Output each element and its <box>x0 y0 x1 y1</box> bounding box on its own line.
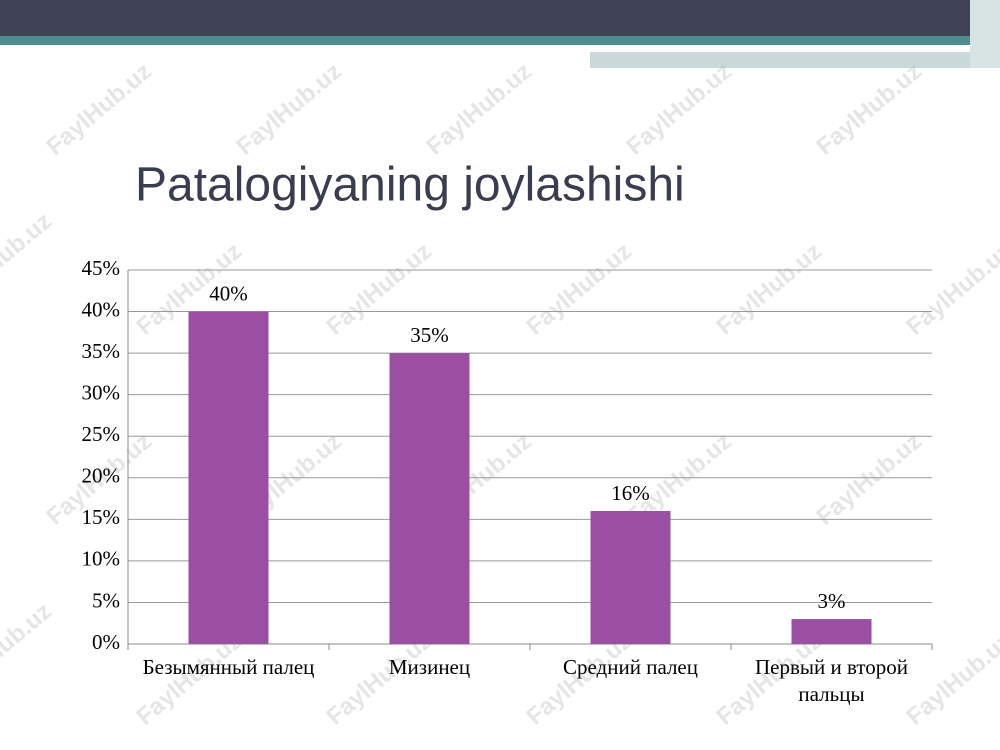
y-tick-label: 10% <box>82 547 121 571</box>
top-band <box>0 0 1000 36</box>
plot: 0% 5% 10% 15% 20% 25% 30% 35% 40% 45% 40% 35% 16% 3% <box>82 256 933 654</box>
y-tick-label: 40% <box>82 297 121 321</box>
y-tick-label: 30% <box>82 380 121 404</box>
top-stripe <box>0 36 1000 45</box>
y-tick-label: 45% <box>82 256 121 280</box>
bar <box>389 353 470 644</box>
x-tick-label: Средний палец <box>563 655 698 679</box>
x-tick-label: Безымянный палец <box>142 655 315 679</box>
bar <box>188 311 269 644</box>
y-tick-label: 20% <box>82 464 121 488</box>
watermark: FaylHub.uz <box>42 58 157 161</box>
watermark: FaylHub.uz <box>902 238 1000 341</box>
data-label: 40% <box>209 281 248 305</box>
watermark: FaylHub.uz <box>232 58 347 161</box>
bar <box>590 511 671 644</box>
bar <box>791 619 872 644</box>
data-label: 3% <box>818 589 846 613</box>
watermark: FaylHub.uz <box>812 428 927 531</box>
watermark: FaylHub.uz <box>422 58 537 161</box>
data-label: 16% <box>611 481 650 505</box>
watermark: FaylHub.uz <box>522 238 637 341</box>
chart-title: Patalogiyaning joylashishi <box>135 159 685 212</box>
watermark: FaylHub.uz <box>622 58 737 161</box>
x-tick-label: Первый и второй пальцы <box>754 655 909 706</box>
y-tick-label: 0% <box>92 630 120 654</box>
watermark: FaylHub.uz <box>812 58 927 161</box>
watermark: FaylHub.uz <box>712 238 827 341</box>
data-label: 35% <box>410 323 449 347</box>
watermark: FaylHub.uz <box>0 208 57 311</box>
y-tick-label: 15% <box>82 505 121 529</box>
y-tick-label: 25% <box>82 422 121 446</box>
y-tick-label: 35% <box>82 339 121 363</box>
x-tick-label: Мизинец <box>388 655 471 679</box>
accent-bar <box>590 52 1000 68</box>
watermark: FaylHub.uz <box>0 598 57 701</box>
accent-edge <box>970 0 1000 68</box>
y-tick-label: 5% <box>92 588 120 612</box>
